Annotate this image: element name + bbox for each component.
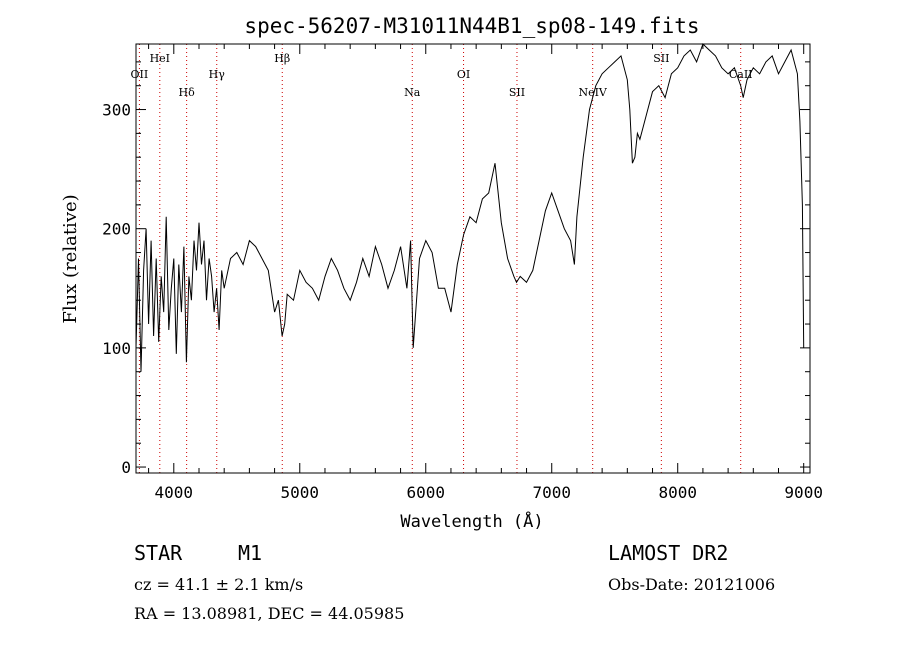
spectral-line-label: OI [457, 68, 470, 81]
y-tick-label: 0 [121, 458, 131, 477]
x-tick-label: 9000 [784, 483, 823, 502]
x-tick-label: 7000 [532, 483, 571, 502]
spectral-line-label: CaII [729, 68, 753, 81]
spectral-line-label: NeIV [578, 86, 607, 99]
survey-name: LAMOST DR2 [608, 541, 729, 565]
object-subclass: M1 [238, 541, 263, 565]
y-axis: 0 100 200 300 [102, 61, 810, 477]
x-tick-label: 6000 [406, 483, 445, 502]
coords-text: RA = 13.08981, DEC = 44.05985 [134, 604, 405, 623]
spectrum-line [135, 43, 805, 372]
x-axis-label: Wavelength (Å) [400, 510, 543, 532]
object-class: STAR [134, 541, 183, 565]
plot-frame [135, 43, 811, 474]
spectral-line-label: HeI [150, 52, 170, 65]
x-tick-label: 4000 [155, 483, 194, 502]
x-tick-label: 8000 [658, 483, 697, 502]
spectral-line-label: OII [131, 68, 149, 81]
spectral-line-label: Hγ [209, 68, 226, 81]
spectral-line-label: SII [653, 52, 669, 65]
x-tick-label: 5000 [281, 483, 320, 502]
obs-date-text: Obs-Date: 20121006 [608, 575, 776, 594]
y-tick-label: 100 [102, 339, 131, 358]
x-axis: 4000 5000 6000 7000 8000 9000 [148, 44, 823, 502]
y-tick-label: 300 [102, 101, 131, 120]
spectral-line-label: Na [404, 86, 421, 99]
spectral-line-label: Hβ [274, 52, 290, 65]
spectral-line-label: SII [509, 86, 525, 99]
y-tick-label: 200 [102, 220, 131, 239]
velocity-text: cz = 41.1 ± 2.1 km/s [134, 575, 304, 594]
y-axis-label: Flux (relative) [60, 194, 81, 323]
chart-title: spec-56207-M31011N44B1_sp08-149.fits [244, 14, 699, 38]
spectral-line-label: Hδ [179, 86, 196, 99]
